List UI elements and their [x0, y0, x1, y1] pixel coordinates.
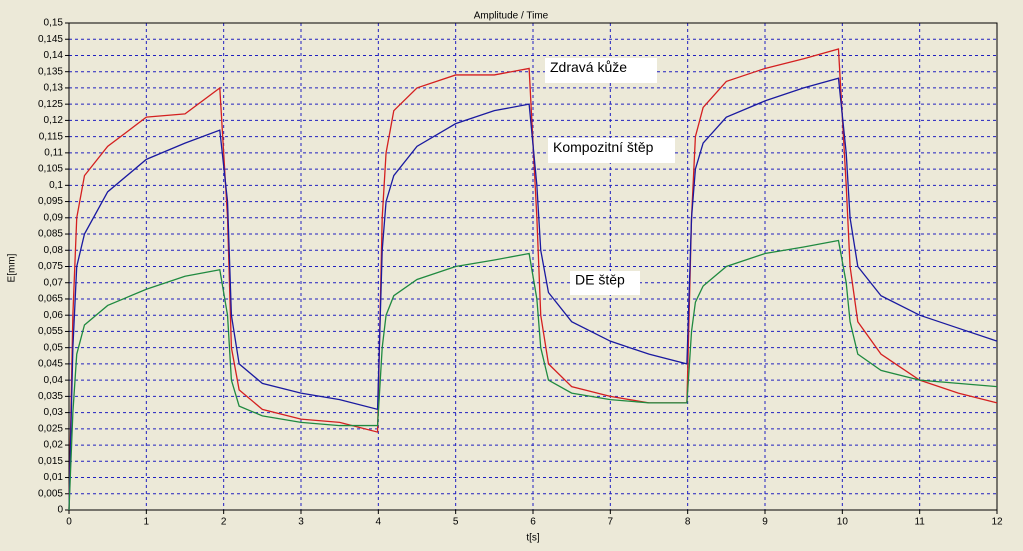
y-tick-label: 0,145 [38, 34, 63, 45]
annotation-box [570, 271, 640, 295]
y-tick-label: 0,125 [38, 99, 63, 110]
x-tick-label: 0 [66, 517, 72, 528]
y-tick-label: 0,03 [44, 407, 64, 418]
annotation: Kompozitní štěp [553, 139, 654, 155]
x-tick-label: 8 [685, 517, 691, 528]
y-tick-label: 0,075 [38, 261, 63, 272]
y-tick-label: 0,1 [49, 180, 63, 191]
y-tick-label: 0,08 [44, 245, 64, 256]
x-tick-label: 9 [762, 517, 768, 528]
y-axis-label: E[mm] [7, 253, 18, 282]
x-tick-label: 5 [453, 517, 459, 528]
x-tick-label: 3 [298, 517, 304, 528]
x-tick-label: 12 [991, 517, 1003, 528]
y-tick-label: 0,05 [44, 342, 64, 353]
y-tick-label: 0 [57, 505, 63, 516]
x-tick-label: 7 [608, 517, 614, 528]
y-tick-label: 0,01 [44, 472, 64, 483]
y-tick-label: 0,12 [44, 115, 64, 126]
y-tick-label: 0,005 [38, 488, 63, 499]
series-line [68, 48, 998, 511]
y-tick-label: 0,11 [44, 148, 63, 159]
y-tick-label: 0,105 [38, 164, 63, 175]
annotation-box [545, 58, 657, 83]
x-tick-label: 1 [144, 517, 150, 528]
annotation: Zdravá kůže [550, 59, 627, 75]
x-tick-label: 10 [837, 517, 849, 528]
x-tick-label: 2 [221, 517, 227, 528]
y-tick-label: 0,07 [44, 277, 64, 288]
y-tick-label: 0,135 [38, 66, 63, 77]
y-tick-label: 0,06 [44, 310, 64, 321]
x-axis-label: t[s] [526, 533, 540, 544]
annotation-box [548, 138, 675, 163]
y-tick-label: 0,045 [38, 359, 63, 370]
annotation: DE štěp [575, 272, 625, 288]
series-line [68, 239, 998, 511]
y-tick-label: 0,09 [44, 212, 64, 223]
y-tick-label: 0,04 [44, 375, 64, 386]
y-tick-label: 0,15 [44, 18, 64, 29]
y-tick-label: 0,02 [44, 440, 64, 451]
y-tick-label: 0,13 [44, 83, 64, 94]
y-tick-label: 0,115 [39, 131, 64, 142]
y-tick-label: 0,065 [38, 294, 63, 305]
x-tick-label: 11 [914, 517, 925, 528]
y-tick-label: 0,055 [38, 326, 63, 337]
y-tick-label: 0,025 [38, 423, 63, 434]
plot-border [68, 22, 998, 511]
y-tick-label: 0,035 [38, 391, 63, 402]
series-line [68, 77, 998, 511]
y-tick-label: 0,085 [38, 229, 63, 240]
x-tick-label: 6 [530, 517, 536, 528]
y-tick-label: 0,015 [38, 456, 63, 467]
y-tick-label: 0,095 [38, 196, 63, 207]
chart-title: Amplitude / Time [474, 11, 549, 22]
y-tick-label: 0,14 [44, 50, 64, 61]
x-tick-label: 4 [376, 517, 382, 528]
